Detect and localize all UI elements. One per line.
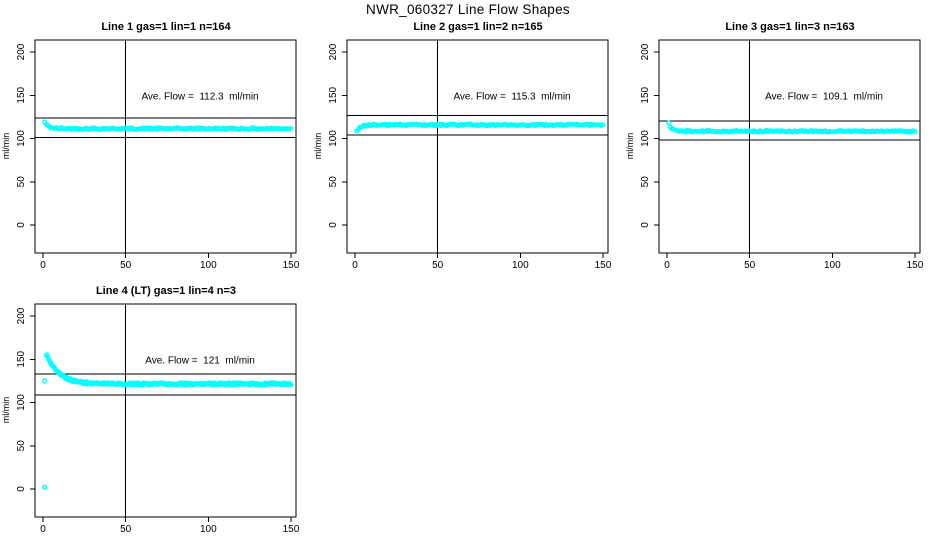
x-tick-label: 100 — [824, 260, 841, 271]
flow-panel-line-4: Line 4 (LT) gas=1 lin=4 n=3 0 50 100 150 0 50… — [1, 285, 300, 535]
x-tick-label: 50 — [744, 260, 756, 271]
x-tick-label: 100 — [512, 260, 529, 271]
x-tick-label: 150 — [283, 524, 300, 535]
avg-flow-annotation: Ave. Flow = 121 ml/min — [145, 355, 255, 366]
y-tick-label: 0 — [16, 486, 27, 492]
plot-box — [658, 39, 921, 254]
data-points — [42, 352, 294, 490]
y-tick-label: 50 — [328, 176, 339, 188]
y-tick-label: 0 — [640, 222, 651, 228]
panel-title: Line 2 gas=1 lin=2 n=165 — [413, 21, 542, 33]
y-tick-label: 200 — [640, 43, 651, 60]
x-tick-label: 0 — [664, 260, 670, 271]
y-tick-label: 100 — [328, 130, 339, 147]
panel-title: Line 3 gas=1 lin=3 n=163 — [725, 21, 854, 33]
panel-title: Line 4 (LT) gas=1 lin=4 n=3 — [96, 285, 236, 297]
x-tick-label: 50 — [120, 524, 132, 535]
flow-panel-line-3: Line 3 gas=1 lin=3 n=163 0 50 100 150 0 50 100… — [625, 21, 924, 271]
flow-panel-line-1: Line 1 gas=1 lin=1 n=164 0 50 100 150 0 50 100… — [1, 21, 300, 271]
y-tick-label: 200 — [16, 307, 27, 324]
x-tick-label: 100 — [200, 260, 217, 271]
plot-area: 0 50 100 150 0 50 100 150 200 — [640, 39, 924, 271]
y-tick-label: 100 — [640, 130, 651, 147]
x-tick-label: 150 — [907, 260, 924, 271]
avg-flow-annotation: Ave. Flow = 109.1 ml/min — [765, 91, 883, 102]
data-points — [42, 119, 294, 133]
y-tick-label: 150 — [16, 86, 27, 103]
flow-panel-line-2: Line 2 gas=1 lin=2 n=165 0 50 100 150 0 50 100… — [313, 21, 612, 271]
y-tick-label: 0 — [328, 222, 339, 228]
x-tick-label: 50 — [432, 260, 444, 271]
plot-area: 0 50 100 150 0 50 100 150 200 — [16, 303, 300, 535]
panel-title: Line 1 gas=1 lin=1 n=164 — [101, 21, 231, 33]
y-tick-label: 50 — [16, 176, 27, 188]
x-tick-label: 100 — [200, 524, 217, 535]
x-tick-label: 150 — [283, 260, 300, 271]
y-tick-label: 50 — [16, 440, 27, 452]
y-tick-label: 200 — [16, 43, 27, 60]
x-tick-label: 0 — [352, 260, 358, 271]
page-title: NWR_060327 Line Flow Shapes — [366, 2, 570, 17]
plot-box — [34, 39, 297, 254]
avg-flow-annotation: Ave. Flow = 115.3 ml/min — [453, 91, 570, 102]
outlier-point — [42, 484, 48, 490]
y-tick-label: 150 — [328, 86, 339, 103]
plot-box — [346, 39, 609, 254]
y-tick-label: 150 — [16, 350, 27, 367]
plot-area: 0 50 100 150 0 50 100 150 200 — [328, 39, 612, 271]
y-axis-label: ml/min — [625, 133, 635, 160]
y-tick-label: 150 — [640, 86, 651, 103]
plot-area: 0 50 100 150 0 50 100 150 200 — [16, 39, 300, 271]
x-tick-label: 50 — [120, 260, 132, 271]
y-tick-label: 50 — [640, 176, 651, 188]
y-tick-label: 200 — [328, 43, 339, 60]
x-tick-label: 0 — [40, 524, 46, 535]
y-axis-label: ml/min — [313, 133, 323, 160]
y-tick-label: 100 — [16, 130, 27, 147]
y-tick-label: 100 — [16, 394, 27, 411]
y-tick-label: 0 — [16, 222, 27, 228]
y-axis-label: ml/min — [1, 397, 11, 424]
x-tick-label: 150 — [595, 260, 612, 271]
outlier-point — [42, 378, 48, 384]
plot-box — [34, 303, 297, 518]
data-points — [666, 120, 918, 135]
x-tick-label: 0 — [40, 260, 46, 271]
y-axis-label: ml/min — [1, 133, 11, 160]
avg-flow-annotation: Ave. Flow = 112.3 ml/min — [141, 91, 258, 102]
data-points — [354, 121, 606, 134]
